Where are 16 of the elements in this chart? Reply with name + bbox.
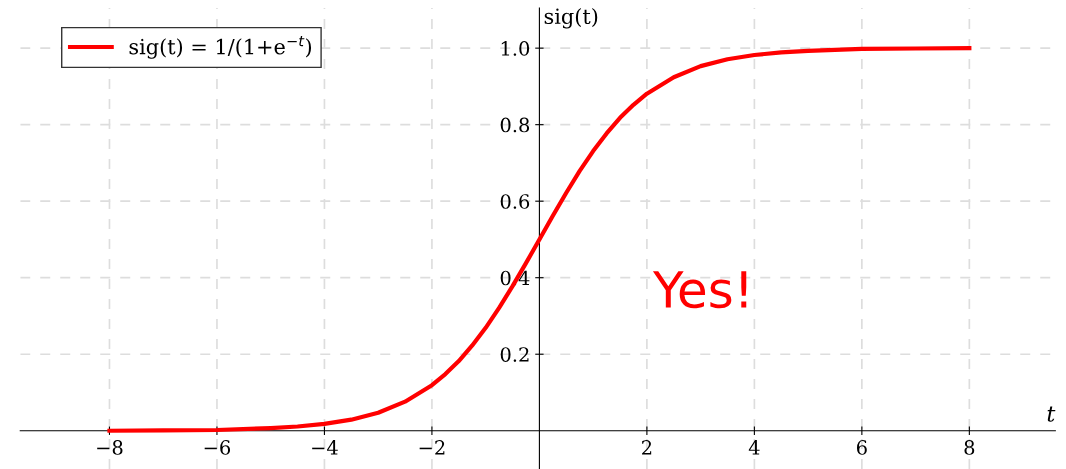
x-tick-label: −2 xyxy=(419,440,445,455)
annotation: Yes! xyxy=(652,271,747,309)
x-tick-label: 4 xyxy=(748,440,760,455)
x-tick-label: 2 xyxy=(642,440,652,455)
y-tick-label: 0.6 xyxy=(500,194,530,209)
x-tick-label: −8 xyxy=(97,440,123,455)
x-tick-label: −4 xyxy=(312,440,338,455)
y-axis-title: sig(t) xyxy=(544,7,598,29)
x-tick-label: 6 xyxy=(856,440,867,455)
y-tick-label: 0.8 xyxy=(500,117,530,133)
x-axis-title: t xyxy=(1047,406,1056,422)
x-tick-label: −6 xyxy=(204,440,231,455)
y-tick-label: 1.0 xyxy=(501,41,530,56)
y-tick-label: 0.2 xyxy=(500,347,529,362)
x-tick-label: 8 xyxy=(964,440,975,455)
legend-label: sig(t) = 1/(1+e$^{−t}$) xyxy=(129,35,312,59)
